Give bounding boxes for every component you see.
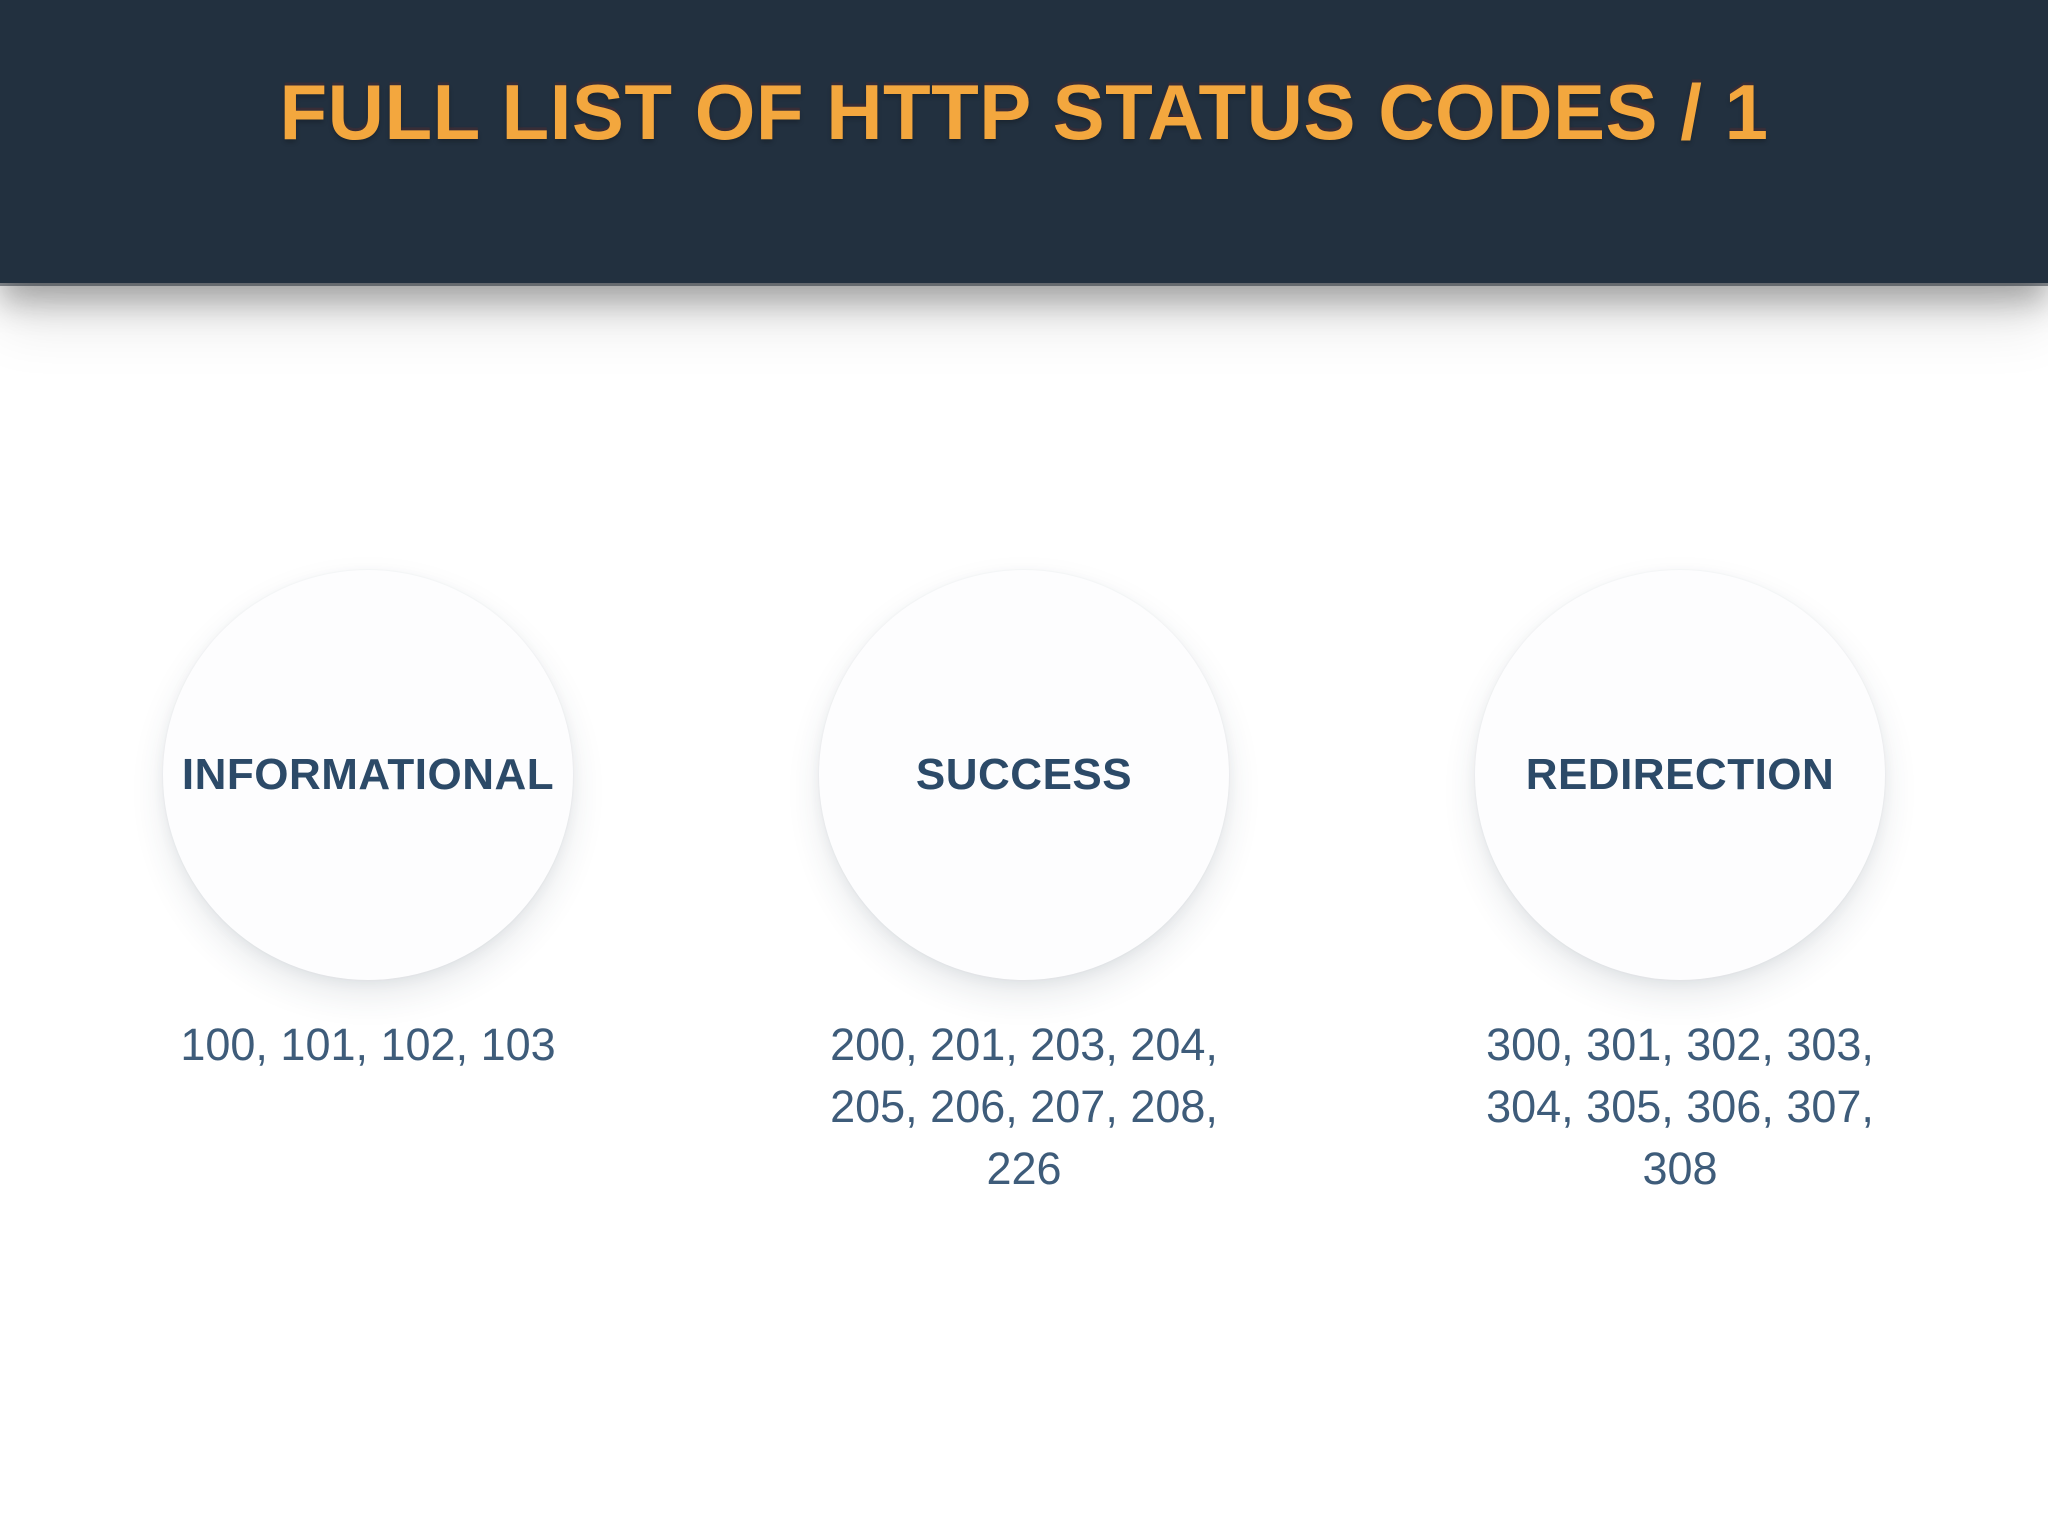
success-label: SUCCESS	[915, 750, 1133, 799]
category-success: SUCCESS 200, 201, 203, 204, 205, 206, 20…	[794, 570, 1254, 1200]
redirection-codes: 300, 301, 302, 303, 304, 305, 306, 307, …	[1486, 1019, 1874, 1195]
informational-label: INFORMATIONAL	[181, 750, 555, 799]
category-redirection: REDIRECTION 300, 301, 302, 303, 304, 305…	[1450, 570, 1910, 1200]
header-banner: FULL LIST OF HTTP STATUS CODES / 1	[0, 0, 2048, 283]
categories-section: INFORMATIONAL 100, 101, 102, 103 SUCCESS…	[0, 570, 2048, 1200]
informational-codes: 100, 101, 102, 103	[180, 1019, 556, 1070]
redirection-circle: REDIRECTION	[1475, 570, 1885, 980]
redirection-label: REDIRECTION	[1525, 750, 1835, 799]
page-title: FULL LIST OF HTTP STATUS CODES / 1	[279, 68, 1769, 156]
success-circle: SUCCESS	[819, 570, 1229, 980]
informational-circle: INFORMATIONAL	[163, 570, 573, 980]
category-informational: INFORMATIONAL 100, 101, 102, 103	[138, 570, 598, 1076]
success-codes: 200, 201, 203, 204, 205, 206, 207, 208, …	[830, 1019, 1218, 1195]
